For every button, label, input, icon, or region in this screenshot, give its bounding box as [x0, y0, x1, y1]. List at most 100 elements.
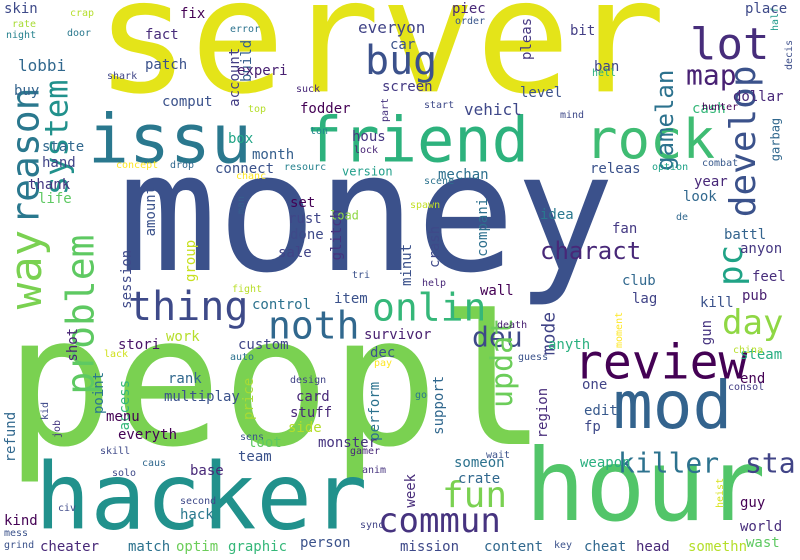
cloud-word: build — [239, 40, 255, 82]
cloud-word: match — [128, 539, 170, 555]
cloud-word: kill — [700, 295, 734, 311]
cloud-word: door — [67, 28, 91, 39]
cloud-word: look — [683, 189, 717, 205]
cloud-word: world — [740, 519, 782, 535]
cloud-word: system — [38, 80, 76, 196]
cloud-word: life — [38, 191, 72, 207]
cloud-word: content — [484, 539, 543, 555]
cloud-word: cheater — [40, 539, 99, 555]
cloud-word: key — [554, 540, 572, 551]
cloud-word: end — [740, 371, 765, 387]
cloud-word: shark — [107, 71, 137, 82]
cloud-word: sync — [360, 520, 384, 531]
cloud-word: day — [722, 303, 783, 343]
cloud-word: stuff — [290, 405, 332, 421]
cloud-word: hunter — [702, 102, 738, 113]
cloud-word: pc — [711, 245, 751, 286]
cloud-word: charact — [540, 237, 641, 265]
cloud-word: head — [636, 539, 670, 555]
cloud-word: money — [118, 117, 615, 309]
cloud-word: develop — [723, 65, 764, 217]
cloud-word: cheat — [584, 539, 626, 555]
cloud-word: lobbi — [18, 56, 66, 75]
cloud-word: lag — [632, 291, 657, 307]
cloud-word: scene — [424, 176, 454, 187]
cloud-word: onlin — [372, 285, 486, 329]
cloud-word: battl — [724, 227, 766, 243]
cloud-word: everyon — [358, 18, 425, 37]
cloud-word: control — [252, 297, 311, 313]
cloud-word: fodder — [300, 101, 351, 117]
cloud-word: experi — [237, 63, 288, 79]
cloud-word: hack — [180, 507, 214, 523]
cloud-word: wall — [480, 283, 514, 299]
cloud-word: dec — [370, 345, 395, 361]
cloud-word: gamer — [350, 446, 380, 457]
cloud-word: moment — [614, 312, 625, 348]
cloud-word: auto — [230, 352, 254, 363]
cloud-word: done — [290, 227, 324, 243]
cloud-word: crate — [458, 471, 500, 487]
cloud-word: design — [290, 375, 326, 386]
cloud-word: mechan — [438, 167, 489, 183]
cloud-word: fact — [145, 27, 179, 43]
cloud-word: hell — [592, 68, 616, 79]
cloud-word: friend — [305, 104, 529, 177]
cloud-word: review — [574, 334, 747, 390]
cloud-word: monster — [318, 435, 377, 451]
cloud-word: updat — [485, 318, 520, 408]
cloud-word: menu — [106, 409, 140, 425]
cloud-word: lack — [104, 349, 128, 360]
cloud-word: rock — [585, 108, 715, 171]
cloud-word: fight — [232, 284, 262, 295]
cloud-word: start — [424, 100, 454, 111]
cloud-word: vehicl — [464, 100, 522, 119]
cloud-word: wait — [486, 450, 510, 461]
cloud-word: refund — [3, 412, 19, 463]
cloud-word: peopl — [5, 278, 547, 487]
cloud-word: side — [288, 420, 322, 436]
cloud-word: wast — [746, 535, 780, 551]
cloud-word: option — [652, 162, 688, 173]
cloud-word: month — [252, 147, 294, 163]
cloud-word: compani — [475, 198, 491, 257]
cloud-word: sens — [240, 432, 264, 443]
cloud-word: group — [183, 240, 199, 282]
cloud-word: sta — [745, 446, 796, 479]
cloud-word: buy — [14, 83, 39, 99]
cloud-word: kind — [4, 513, 38, 529]
cloud-word: anyon — [740, 241, 782, 257]
cloud-word: shot — [65, 328, 81, 362]
cloud-word: de — [676, 212, 688, 223]
cloud-word: anim — [362, 465, 386, 476]
cloud-word: killer — [618, 446, 719, 479]
cloud-word: fan — [612, 221, 637, 237]
cloud-word: custom — [238, 337, 289, 353]
cloud-word: pleas — [519, 18, 535, 60]
cloud-word: job — [52, 420, 63, 438]
cloud-word: load — [330, 209, 359, 223]
cloud-word: card — [296, 389, 330, 405]
cloud-word: caus — [142, 458, 166, 469]
cloud-word: item — [334, 291, 368, 307]
cloud-word: glitch — [329, 210, 345, 261]
cloud-word: patch — [145, 57, 187, 73]
cloud-word: reason — [3, 88, 47, 225]
cloud-word: connect — [215, 161, 274, 177]
cloud-word: help — [422, 278, 446, 289]
cloud-word: account — [227, 48, 243, 107]
cloud-word: price — [241, 378, 257, 420]
cloud-word: issu — [88, 100, 252, 179]
cloud-word: mind — [560, 110, 584, 121]
cloud-word: commun — [378, 501, 501, 541]
cloud-word: solo — [112, 468, 136, 479]
cloud-word: year — [694, 174, 728, 190]
cloud-word: top — [248, 104, 266, 115]
cloud-word: china — [733, 345, 763, 356]
cloud-word: mod — [613, 367, 732, 444]
cloud-word: crap — [70, 8, 94, 19]
cloud-word: somethn — [688, 539, 747, 555]
cloud-word: edit — [584, 403, 618, 419]
